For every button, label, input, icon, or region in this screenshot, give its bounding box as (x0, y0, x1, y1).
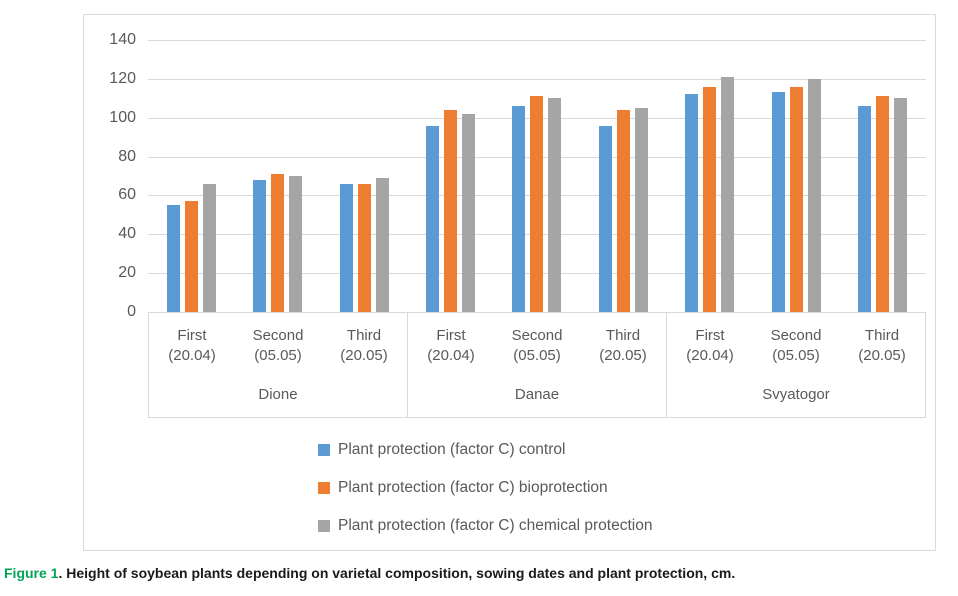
date-label: First (20.04) (408, 326, 494, 377)
bar (685, 94, 699, 312)
bar (771, 92, 785, 312)
date-label-line2: (20.04) (168, 347, 216, 364)
bar (166, 205, 180, 312)
bar-group (580, 40, 666, 312)
bar (530, 96, 544, 312)
legend-label: Plant protection (factor C) chemical pro… (338, 516, 653, 534)
date-label: Second (05.05) (494, 326, 580, 377)
bar (462, 113, 476, 312)
date-label-line1: First (695, 327, 725, 344)
date-label-line1: Second (511, 327, 563, 344)
bar (253, 179, 267, 312)
date-label-row: First (20.04) Second (05.05) Third (20.05) (667, 313, 925, 377)
y-tick-label: 100 (109, 108, 136, 126)
chart-frame: First (20.04) Second (05.05) Third (20.05) Dio… (83, 14, 936, 551)
bar (548, 98, 562, 312)
legend: Plant protection (factor C) control Plant… (318, 441, 652, 555)
date-label-line2: (20.05) (858, 347, 906, 364)
date-label-line2: (05.05) (254, 347, 302, 364)
bar (616, 109, 630, 312)
bar (289, 176, 303, 312)
date-label-line1: Third (864, 327, 900, 344)
bar-group (148, 40, 234, 312)
bar (634, 108, 648, 312)
category-group: First (20.04) Second (05.05) Third (20.05) Svy… (666, 313, 925, 417)
bar (876, 96, 890, 312)
gridline (148, 40, 926, 41)
figure-caption-label: Figure 1 (4, 565, 59, 581)
bar (271, 174, 285, 312)
date-label-line2: (20.04) (427, 347, 475, 364)
bar (202, 183, 216, 312)
legend-swatch-icon (318, 443, 330, 456)
variety-label: Danae (514, 385, 560, 403)
bar (426, 125, 440, 312)
bar-group (407, 40, 493, 312)
bar-group (840, 40, 926, 312)
legend-label: Plant protection (factor C) control (338, 440, 566, 458)
date-label: Second (05.05) (753, 326, 839, 377)
legend-swatch-icon (318, 481, 330, 494)
bar-group (753, 40, 839, 312)
bar (339, 183, 353, 312)
date-label-row: First (20.04) Second (05.05) Third (20.05) (408, 313, 666, 377)
date-label-line2: (05.05) (772, 347, 820, 364)
date-label: Third (20.05) (580, 326, 666, 377)
bar-group (321, 40, 407, 312)
date-label-line1: Third (346, 327, 382, 344)
bar (703, 86, 717, 312)
bar (598, 125, 612, 312)
bar (184, 201, 198, 312)
bar (894, 98, 908, 312)
legend-swatch-icon (318, 519, 330, 532)
date-label: First (20.04) (149, 326, 235, 377)
date-label-line1: First (436, 327, 466, 344)
bar (357, 183, 371, 312)
category-axis-table: First (20.04) Second (05.05) Third (20.05) Dio… (148, 312, 926, 418)
date-label: Third (20.05) (321, 326, 407, 377)
bar (512, 106, 526, 312)
plot-area (148, 40, 926, 312)
legend-item: Plant protection (factor C) control (318, 441, 652, 458)
date-label-line1: Second (252, 327, 304, 344)
date-label: First (20.04) (667, 326, 753, 377)
bar-group (667, 40, 753, 312)
bar (789, 86, 803, 312)
bar (721, 76, 735, 312)
date-label-row: First (20.04) Second (05.05) Third (20.05) (149, 313, 407, 377)
category-group: First (20.04) Second (05.05) Third (20.05) Dio… (149, 313, 407, 417)
date-label-line1: First (177, 327, 207, 344)
date-label-line2: (20.04) (686, 347, 734, 364)
date-label-line2: (05.05) (513, 347, 561, 364)
legend-label: Plant protection (factor C) bioprotectio… (338, 478, 608, 496)
figure-caption-text: . Height of soybean plants depending on … (58, 565, 736, 581)
y-tick-label: 20 (118, 264, 136, 282)
y-tick-label: 0 (127, 303, 136, 320)
legend-item: Plant protection (factor C) chemical pro… (318, 517, 652, 534)
bar (858, 106, 872, 312)
bar (807, 78, 821, 312)
category-group: First (20.04) Second (05.05) Third (20.05) Dan… (407, 313, 666, 417)
y-tick-label: 80 (118, 147, 136, 165)
legend-item: Plant protection (factor C) bioprotectio… (318, 479, 652, 496)
gridline (148, 78, 926, 80)
bar (375, 177, 389, 312)
bar-group (234, 40, 320, 312)
y-tick-label: 140 (109, 31, 136, 48)
date-label: Third (20.05) (839, 326, 925, 377)
y-tick-label: 40 (118, 225, 136, 243)
date-label-line2: (20.05) (599, 347, 647, 364)
bar-group (494, 40, 580, 312)
date-label-line1: Second (770, 327, 822, 344)
date-label: Second (05.05) (235, 326, 321, 377)
variety-label: Dione (258, 385, 298, 403)
date-label-line2: (20.05) (340, 347, 388, 364)
date-label-line1: Third (605, 327, 641, 344)
y-tick-label: 60 (118, 186, 136, 204)
variety-label: Svyatogor (762, 385, 830, 403)
figure-caption: Figure 1. Height of soybean plants depen… (4, 565, 954, 581)
bar (444, 109, 458, 312)
y-tick-label: 120 (109, 69, 136, 87)
